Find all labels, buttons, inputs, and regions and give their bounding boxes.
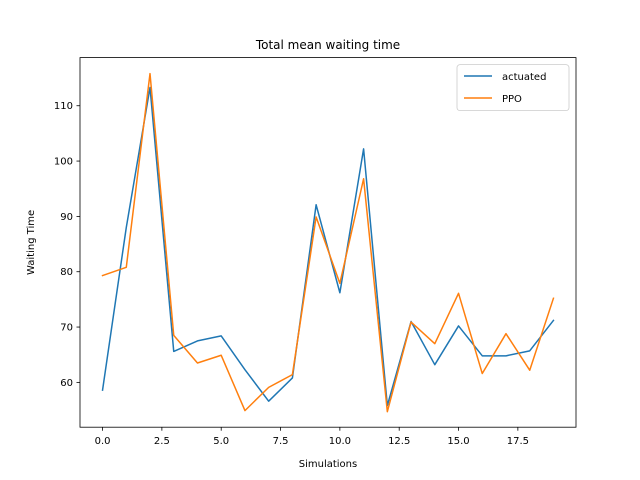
y-tick-label: 60 [60,378,73,389]
x-tick-label: 2.5 [154,436,170,447]
y-tick-label: 70 [60,323,73,334]
x-axis: 0.0 2.5 5.0 7.5 10.0 12.5 15.0 17.5 [95,427,529,447]
y-tick-label: 100 [54,157,73,168]
x-tick-label: 12.5 [388,436,410,447]
x-tick-label: 17.5 [507,436,529,447]
legend-label-ppo: PPO [502,94,522,105]
series-layer [101,72,555,413]
y-tick-label: 110 [54,101,73,112]
y-tick-label: 90 [60,212,73,223]
chart-title: Total mean waiting time [255,38,400,52]
y-axis: 60 70 80 90 100 110 [54,101,80,389]
series-points-ppo [102,73,554,412]
y-axis-label: Waiting Time [26,210,37,275]
x-axis-label: Simulations [299,459,357,470]
series-line-ppo [101,72,555,413]
x-tick-label: 0.0 [95,436,111,447]
x-tick-label: 15.0 [447,436,469,447]
legend: actuated PPO [456,64,570,111]
y-tick-label: 80 [60,267,73,278]
x-tick-label: 10.0 [329,436,351,447]
x-tick-label: 7.5 [273,436,289,447]
x-tick-label: 5.0 [213,436,229,447]
legend-label-actuated: actuated [502,72,546,83]
plot-frame [79,57,577,428]
